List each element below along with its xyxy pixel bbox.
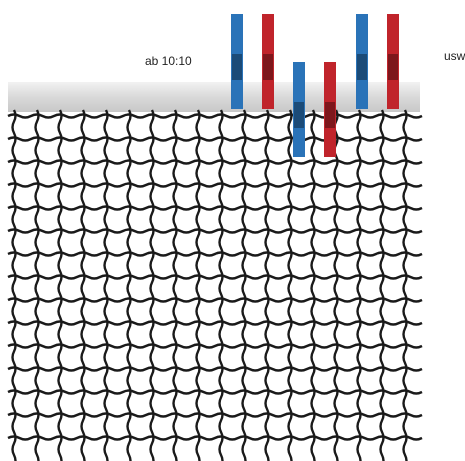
net-strand	[7, 366, 423, 372]
net-top-band	[8, 82, 420, 112]
net-strand	[11, 109, 17, 461]
clothespin-spring	[388, 54, 398, 80]
net-strand	[126, 109, 132, 461]
net-strand	[195, 109, 201, 461]
clothespin	[387, 14, 399, 109]
net-strand	[333, 109, 339, 461]
clothespins	[231, 14, 399, 157]
net-strand	[57, 109, 63, 461]
clothespin-spring	[325, 102, 335, 128]
net-strand	[264, 109, 270, 461]
net-strand	[356, 109, 362, 461]
net-strand	[7, 389, 423, 395]
net-strand	[7, 274, 423, 280]
net-strand	[172, 109, 178, 461]
net-strand	[80, 109, 86, 461]
clothespin-spring	[294, 102, 304, 128]
net-strand	[402, 109, 408, 461]
clothespin-spring	[232, 54, 242, 80]
clothespin	[356, 14, 368, 109]
net-strand	[7, 136, 423, 142]
net-strand	[7, 228, 423, 234]
net-strand	[218, 109, 224, 461]
net-strand	[7, 297, 423, 303]
clothespin	[324, 62, 336, 157]
net-strand	[287, 109, 293, 461]
net-strand	[7, 412, 423, 418]
net-strand	[7, 113, 423, 119]
net-strand	[7, 343, 423, 349]
net-strand	[149, 109, 155, 461]
time-label: ab 10:10	[145, 54, 192, 68]
net	[7, 109, 423, 461]
net-strand	[7, 251, 423, 257]
net-strand	[34, 109, 40, 461]
net-strand	[241, 109, 247, 461]
net-strand	[7, 159, 423, 165]
clothespin-spring	[357, 54, 367, 80]
net-strand	[7, 320, 423, 326]
clothespin	[262, 14, 274, 109]
etc-label: usw	[444, 49, 465, 63]
clothespin	[293, 62, 305, 157]
net-strand	[379, 109, 385, 461]
net-strand	[310, 109, 316, 461]
clothespin	[231, 14, 243, 109]
net-strand	[7, 205, 423, 211]
net-strand	[7, 435, 423, 441]
net-strand	[103, 109, 109, 461]
net-strand	[7, 182, 423, 188]
clothespin-spring	[263, 54, 273, 80]
